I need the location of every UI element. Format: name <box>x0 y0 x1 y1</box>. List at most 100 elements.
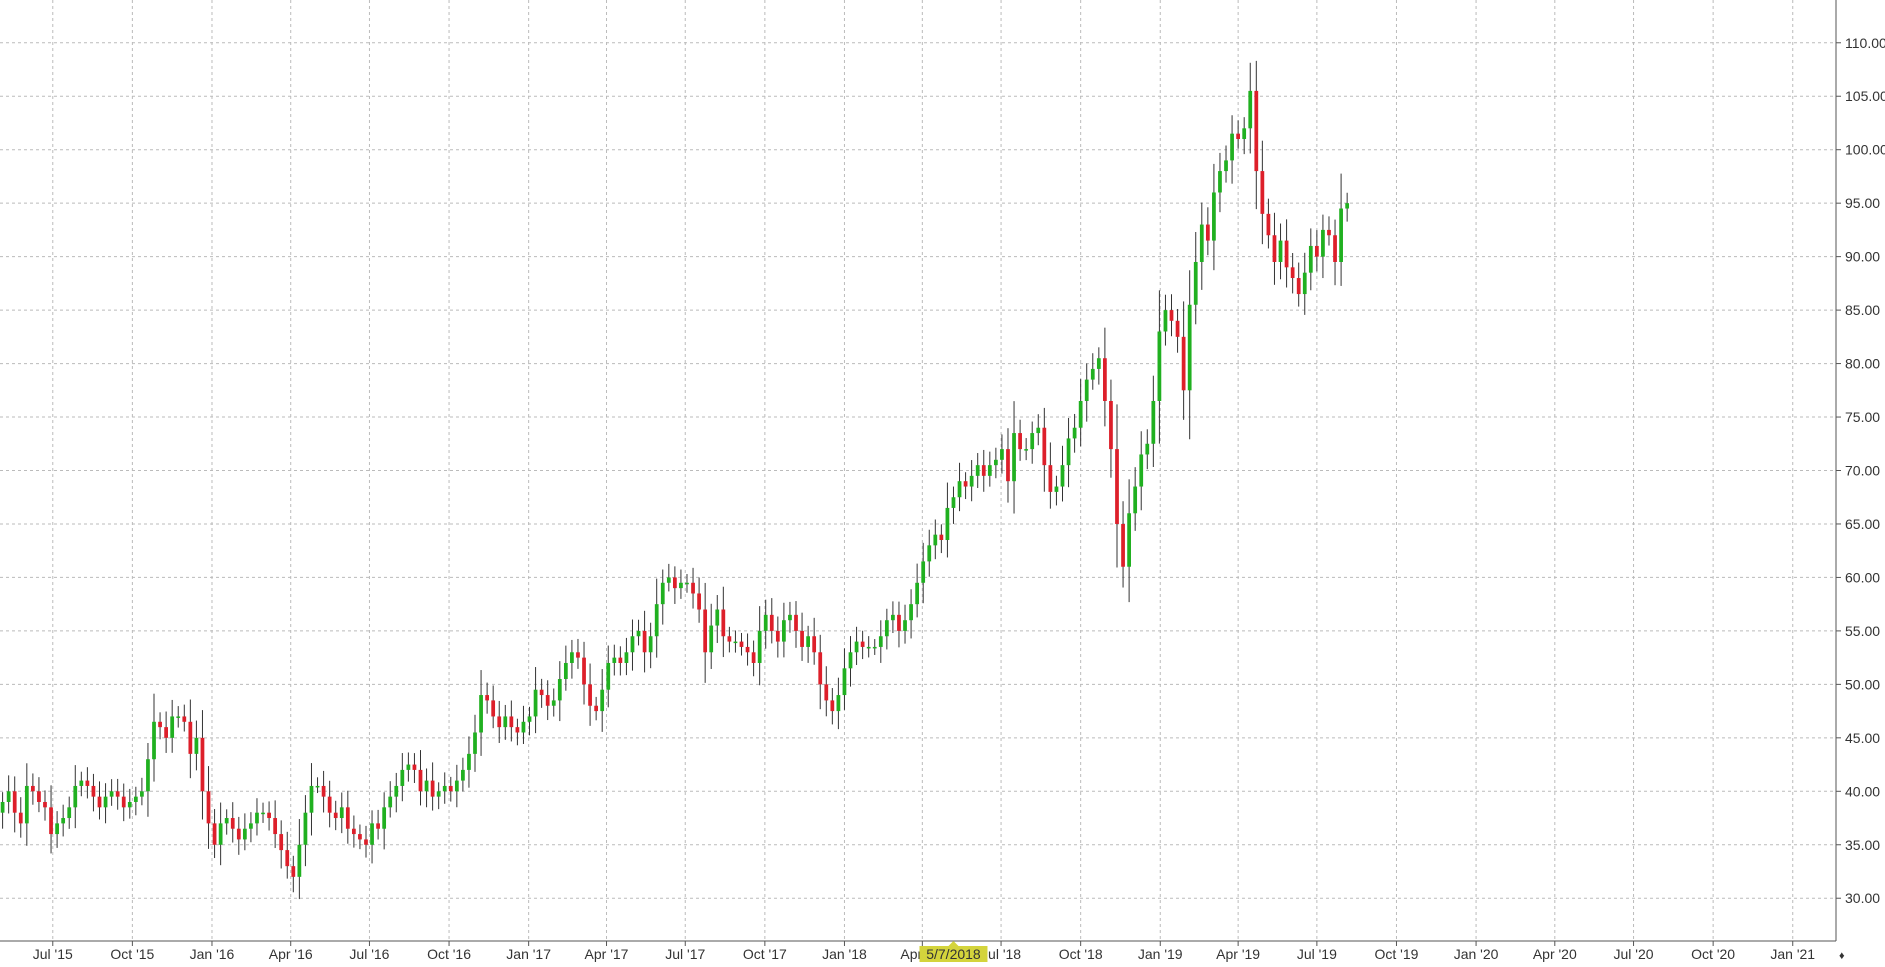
candle <box>388 781 393 818</box>
candle <box>921 542 926 604</box>
candle-body <box>370 823 374 845</box>
candle-body <box>691 582 695 594</box>
candle <box>1175 308 1180 353</box>
y-tick-label: 55.00 <box>1845 623 1880 639</box>
candle-body <box>170 716 175 738</box>
candle-body <box>557 679 562 701</box>
candle-body <box>957 481 962 498</box>
candle-body <box>442 785 447 792</box>
candle <box>648 622 653 669</box>
candle <box>1205 207 1210 256</box>
candle <box>12 776 17 833</box>
candle <box>370 810 374 864</box>
candle-body <box>642 630 647 653</box>
candle <box>1260 140 1265 245</box>
candle-body <box>1157 331 1162 401</box>
candle <box>1115 404 1119 568</box>
candle-body <box>436 791 441 797</box>
candle <box>957 462 962 512</box>
y-tick-label: 65.00 <box>1845 516 1880 532</box>
candle-body <box>848 652 853 669</box>
candle <box>697 577 701 623</box>
candle <box>467 736 471 788</box>
x-tick-label: Oct '18 <box>1059 946 1103 962</box>
y-tick-label: 45.00 <box>1845 730 1880 746</box>
candle-body <box>1284 240 1289 268</box>
candle <box>170 699 175 753</box>
x-tick-label: Oct '16 <box>427 946 471 962</box>
candle <box>679 569 683 599</box>
candle-body <box>1042 427 1047 466</box>
candle <box>418 750 423 806</box>
candle <box>309 763 314 836</box>
candle-body <box>551 700 556 706</box>
x-tick-label: Apr '17 <box>585 946 629 962</box>
candle <box>1199 202 1204 290</box>
candle <box>1327 216 1331 246</box>
candle <box>164 711 169 753</box>
candle-body <box>515 727 520 733</box>
candle <box>563 645 568 691</box>
candle <box>981 449 986 492</box>
candle <box>733 630 738 653</box>
candle-body <box>115 791 120 797</box>
candle <box>527 706 532 736</box>
candle <box>939 524 944 554</box>
candle-body <box>872 646 877 649</box>
candle <box>533 667 538 734</box>
candle <box>67 796 72 829</box>
candle <box>321 770 326 813</box>
candle-body <box>291 866 296 877</box>
candle <box>255 798 259 836</box>
candle-body <box>788 614 792 621</box>
candle <box>1054 475 1059 506</box>
y-tick-label: 70.00 <box>1845 463 1880 479</box>
candle-body <box>448 785 453 792</box>
candle <box>1278 223 1283 280</box>
candle <box>1121 501 1125 588</box>
candle-body <box>85 780 90 786</box>
candle-body <box>897 614 901 631</box>
y-tick-label: 30.00 <box>1845 890 1880 906</box>
y-tick-label: 110.00 <box>1845 35 1885 51</box>
candle <box>515 718 520 746</box>
y-tick-label: 90.00 <box>1845 249 1880 265</box>
candle <box>194 720 199 771</box>
candle <box>1302 252 1307 315</box>
candle <box>582 641 586 705</box>
candle-body <box>703 609 708 653</box>
candle <box>1084 363 1089 422</box>
candle-body <box>364 839 368 845</box>
candle-body <box>218 823 223 845</box>
candle-body <box>1224 160 1228 172</box>
candle <box>1030 421 1035 464</box>
candle-body <box>854 641 859 653</box>
candle-body <box>939 534 944 541</box>
candle-body <box>909 604 913 621</box>
candle <box>818 634 823 710</box>
candle-body <box>1115 449 1119 524</box>
candle <box>945 482 950 558</box>
candle-body <box>903 620 907 631</box>
candle <box>158 712 162 740</box>
candle-body <box>830 700 835 712</box>
candle <box>188 699 193 779</box>
candle-body <box>61 818 66 824</box>
candle-body <box>376 823 380 829</box>
candle <box>1308 228 1313 291</box>
candle <box>1193 231 1198 325</box>
candle-body <box>1090 368 1095 380</box>
candle-body <box>1121 523 1125 567</box>
candle <box>182 704 187 732</box>
candle-body <box>418 769 423 792</box>
candle-body <box>1127 513 1131 567</box>
x-tick-label: Oct '19 <box>1375 946 1419 962</box>
candle-body <box>1133 486 1138 514</box>
x-tick-label: Apr '20 <box>1533 946 1577 962</box>
candle <box>1290 253 1295 294</box>
candle <box>1345 192 1350 222</box>
candle <box>109 779 114 806</box>
candle-body <box>345 807 350 829</box>
